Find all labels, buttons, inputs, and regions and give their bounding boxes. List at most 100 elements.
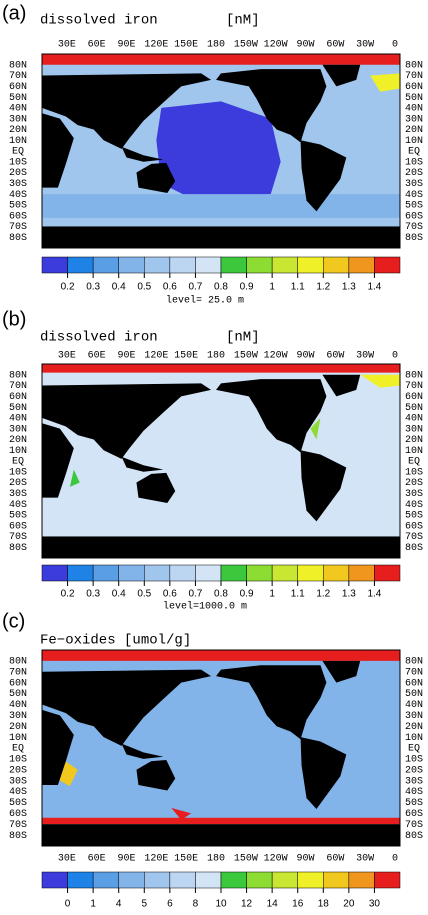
lon-label: 90E	[117, 854, 135, 865]
colorbar-box	[271, 256, 298, 274]
panel-label: (c)	[2, 610, 25, 632]
lat-label: 10S	[405, 157, 423, 168]
colorbar-box	[297, 871, 324, 889]
colorbar-box	[118, 256, 145, 274]
lat-label: 40N	[405, 104, 423, 115]
lon-label: 90W	[296, 854, 314, 865]
lat-label: 60S	[405, 211, 423, 222]
lat-label: 10N	[9, 136, 27, 147]
lat-label: 80N	[405, 370, 423, 381]
lat-label: 40S	[9, 500, 27, 511]
colorbar-label: 1.1	[291, 589, 305, 600]
lat-label: 50S	[405, 798, 423, 809]
lat-label: 20N	[405, 722, 423, 733]
lon-label: 150E	[174, 351, 198, 362]
ocean-patch	[310, 417, 321, 440]
colorbar-box	[67, 871, 94, 889]
lat-label: 10N	[405, 446, 423, 457]
colorbar-label: 0	[65, 899, 71, 910]
colorbar-box	[348, 564, 375, 582]
ocean-patch	[42, 650, 400, 661]
ocean-patch	[42, 194, 400, 218]
colorbar-box	[92, 564, 119, 582]
colorbar-label: 1.3	[342, 282, 356, 293]
colorbar-box	[92, 871, 119, 889]
colorbar-box	[374, 871, 401, 889]
lon-label: 120W	[264, 854, 288, 865]
lat-label: 30N	[9, 114, 27, 125]
colorbar-label: 0.2	[61, 282, 75, 293]
lat-label: 80S	[9, 831, 27, 842]
colorbar-label: 6	[167, 899, 173, 910]
colorbar-label: 0.4	[112, 282, 126, 293]
colorbar-box	[246, 564, 273, 582]
lon-label: 180	[207, 854, 225, 865]
lon-label: 90W	[296, 40, 314, 51]
land	[300, 140, 347, 212]
ocean-patch	[42, 54, 400, 65]
colorbar-box	[144, 256, 171, 274]
lat-label: EQ	[408, 147, 420, 158]
lat-label: EQ	[408, 744, 420, 755]
antarctica	[42, 536, 400, 558]
lat-label: 60S	[9, 211, 27, 222]
colorbar-box	[118, 564, 145, 582]
ocean-patch	[69, 469, 80, 487]
lat-label: 40N	[405, 414, 423, 425]
lat-label: 50S	[9, 201, 27, 212]
lat-label: 50S	[405, 511, 423, 522]
lon-label: 180	[207, 40, 225, 51]
land	[300, 450, 347, 522]
land	[216, 379, 327, 453]
colorbar-label: 16	[292, 899, 304, 910]
colorbar-label: 10	[215, 899, 227, 910]
lat-label: 20N	[9, 722, 27, 733]
colorbar-box	[41, 871, 68, 889]
lon-label: 30W	[356, 351, 374, 362]
colorbar-label: 0.9	[240, 589, 254, 600]
colorbar-label: 1.1	[291, 282, 305, 293]
land	[42, 113, 74, 188]
lat-label: 50N	[9, 689, 27, 700]
lat-label: 10S	[405, 755, 423, 766]
lat-label: 20N	[405, 125, 423, 136]
lon-label: 150W	[234, 40, 258, 51]
lon-label: 180	[207, 351, 225, 362]
panel-title: dissolved iron	[40, 13, 158, 29]
lat-label: 20S	[9, 168, 27, 179]
lat-label: 80N	[405, 60, 423, 71]
map-frame	[41, 53, 401, 249]
lon-label: 0	[392, 40, 398, 51]
lon-label: 150W	[234, 351, 258, 362]
lat-label: 30N	[405, 711, 423, 722]
lon-label: 30W	[356, 854, 374, 865]
lon-label: 60W	[326, 351, 344, 362]
lat-label: 50S	[9, 798, 27, 809]
colorbar-box	[195, 871, 222, 889]
panel-title: dissolved iron	[40, 330, 158, 346]
colorbar-box	[169, 564, 196, 582]
lat-label: 10N	[9, 733, 27, 744]
lat-label: 30S	[405, 179, 423, 190]
lat-label: 80S	[405, 233, 423, 244]
lat-label: 30S	[405, 489, 423, 500]
land	[216, 665, 327, 740]
land	[322, 374, 361, 397]
land	[42, 669, 212, 746]
lat-label: 60S	[405, 521, 423, 532]
land	[216, 69, 327, 143]
lat-label: 80S	[9, 543, 27, 554]
land	[322, 660, 361, 683]
colorbar-box	[246, 871, 273, 889]
lat-label: 70N	[9, 381, 27, 392]
colorbar-box	[220, 564, 247, 582]
lon-label: 30E	[58, 351, 76, 362]
lat-label: 70S	[405, 820, 423, 831]
lat-label: EQ	[12, 744, 24, 755]
map-frame	[41, 363, 401, 559]
lat-label: 70N	[9, 71, 27, 82]
lat-label: 10N	[9, 446, 27, 457]
lat-label: 10S	[405, 467, 423, 478]
lat-label: 60N	[9, 82, 27, 93]
colorbar-box	[374, 564, 401, 582]
